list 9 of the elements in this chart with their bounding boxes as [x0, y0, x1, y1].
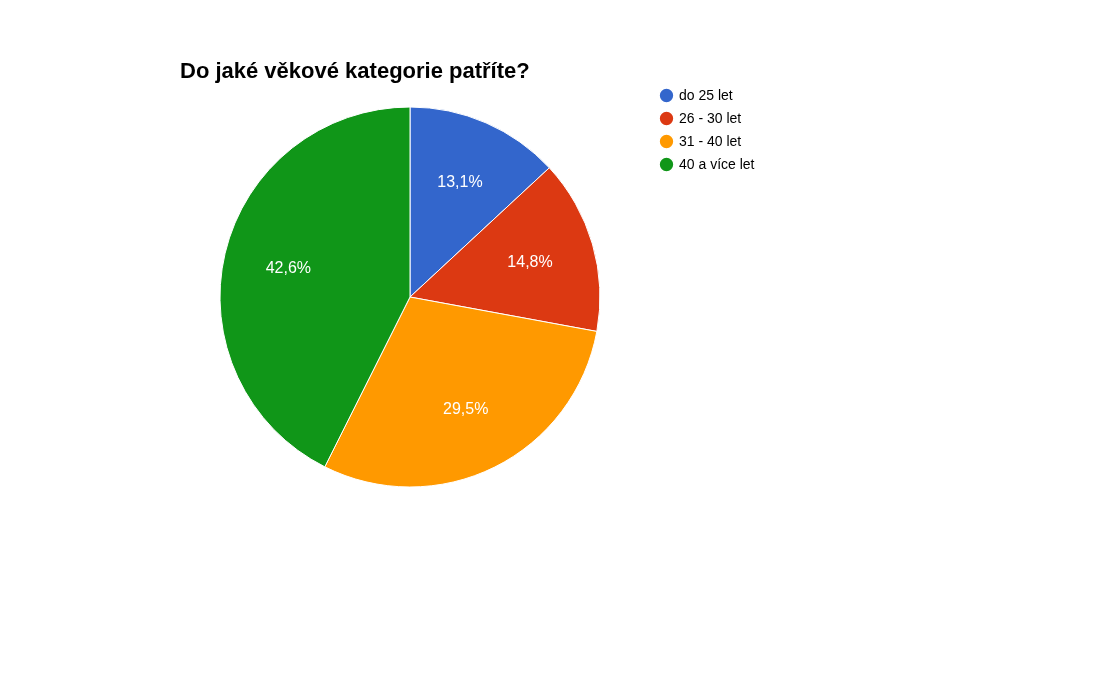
legend-label: 26 - 30 let: [679, 109, 742, 126]
data-label: 14,8%: [507, 253, 553, 271]
legend-label: 31 - 40 let: [679, 132, 742, 149]
chart-title: Do jaké věkové kategorie patříte?: [180, 58, 530, 83]
legend-label: do 25 let: [679, 86, 733, 103]
data-label: 29,5%: [443, 399, 489, 417]
legend-label: 40 a více let: [679, 155, 755, 172]
data-label: 13,1%: [437, 173, 483, 191]
data-label: 42,6%: [265, 259, 312, 277]
